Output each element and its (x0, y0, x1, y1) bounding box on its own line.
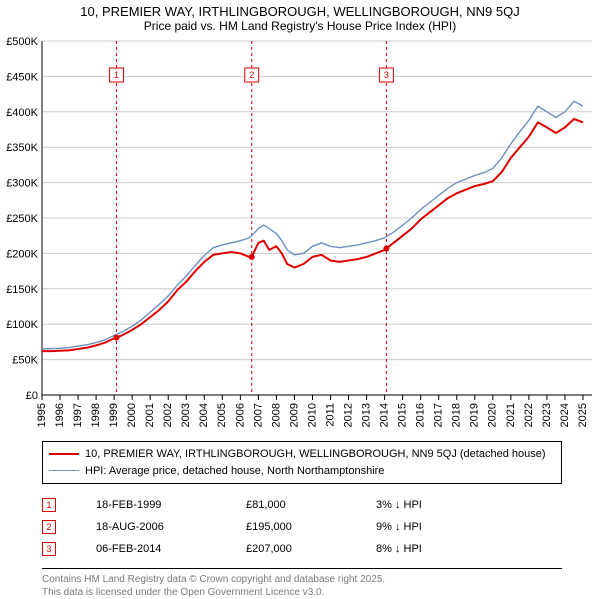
svg-text:£400K: £400K (6, 107, 38, 119)
footer-line1: Contains HM Land Registry data © Crown c… (42, 573, 562, 586)
transaction-row: 2 18-AUG-2006 £195,000 9% ↓ HPI (42, 516, 562, 538)
svg-text:2018: 2018 (451, 403, 463, 427)
svg-text:2002: 2002 (162, 403, 174, 427)
svg-text:2007: 2007 (252, 403, 264, 427)
svg-text:2017: 2017 (433, 403, 445, 427)
legend-swatch (49, 470, 79, 471)
svg-text:2020: 2020 (487, 403, 499, 427)
svg-text:£300K: £300K (6, 178, 38, 190)
transaction-date: 18-FEB-1999 (96, 499, 206, 511)
footer-line2: This data is licensed under the Open Gov… (42, 586, 562, 599)
transaction-row: 3 06-FEB-2014 £207,000 8% ↓ HPI (42, 538, 562, 560)
svg-text:3: 3 (384, 70, 389, 80)
svg-text:2021: 2021 (505, 403, 517, 427)
svg-text:2009: 2009 (288, 403, 300, 427)
svg-text:2025: 2025 (577, 403, 589, 427)
svg-text:2008: 2008 (270, 403, 282, 427)
legend-swatch (49, 453, 79, 455)
transaction-delta: 9% ↓ HPI (376, 521, 422, 533)
transaction-delta: 8% ↓ HPI (376, 543, 422, 555)
svg-text:2022: 2022 (523, 403, 535, 427)
transaction-price: £207,000 (246, 543, 336, 555)
transaction-marker: 2 (42, 520, 56, 534)
transaction-date: 18-AUG-2006 (96, 521, 206, 533)
svg-text:2001: 2001 (144, 403, 156, 427)
svg-text:£350K: £350K (6, 142, 38, 154)
svg-text:2010: 2010 (306, 403, 318, 427)
svg-text:£200K: £200K (6, 248, 38, 260)
svg-text:1999: 1999 (108, 403, 120, 427)
svg-text:2003: 2003 (180, 403, 192, 427)
svg-text:£450K: £450K (6, 71, 38, 83)
svg-text:£50K: £50K (12, 355, 38, 367)
svg-text:£150K: £150K (6, 284, 38, 296)
svg-text:£0: £0 (26, 390, 38, 402)
transaction-row: 1 18-FEB-1999 £81,000 3% ↓ HPI (42, 494, 562, 516)
chart-svg: £0 £50K £100K £150K £200K £250K £300K £350K £400… (0, 35, 600, 435)
svg-text:2004: 2004 (198, 403, 210, 427)
svg-text:2013: 2013 (360, 403, 372, 427)
svg-text:2019: 2019 (469, 403, 481, 427)
svg-text:2024: 2024 (559, 403, 571, 427)
svg-text:1998: 1998 (90, 403, 102, 427)
plot-area: £0 £50K £100K £150K £200K £250K £300K £350K £400… (0, 35, 600, 435)
legend-label: 10, PREMIER WAY, IRTHLINGBOROUGH, WELLIN… (85, 446, 546, 463)
legend-row: HPI: Average price, detached house, Nort… (49, 463, 555, 480)
svg-text:2000: 2000 (126, 403, 138, 427)
transaction-delta: 3% ↓ HPI (376, 499, 422, 511)
svg-text:1995: 1995 (36, 403, 48, 427)
transaction-marker: 3 (42, 542, 56, 556)
svg-text:2005: 2005 (216, 403, 228, 427)
svg-text:2: 2 (249, 70, 254, 80)
transactions-table: 1 18-FEB-1999 £81,000 3% ↓ HPI 2 18-AUG-2006 £… (42, 494, 562, 560)
svg-text:2006: 2006 (234, 403, 246, 427)
legend-row: 10, PREMIER WAY, IRTHLINGBOROUGH, WELLIN… (49, 446, 555, 463)
svg-text:£500K: £500K (6, 36, 38, 48)
svg-text:2014: 2014 (379, 403, 391, 427)
legend-box: 10, PREMIER WAY, IRTHLINGBOROUGH, WELLIN… (42, 441, 562, 484)
svg-text:2015: 2015 (397, 403, 409, 427)
footer: Contains HM Land Registry data © Crown c… (42, 568, 562, 599)
chart-title: 10, PREMIER WAY, IRTHLINGBOROUGH, WELLIN… (0, 0, 600, 19)
svg-text:1997: 1997 (72, 403, 84, 427)
svg-text:2023: 2023 (541, 403, 553, 427)
svg-text:1996: 1996 (54, 403, 66, 427)
chart-subtitle: Price paid vs. HM Land Registry's House … (0, 19, 600, 35)
transaction-price: £195,000 (246, 521, 336, 533)
svg-text:£250K: £250K (6, 213, 38, 225)
svg-text:2012: 2012 (342, 403, 354, 427)
svg-text:£100K: £100K (6, 319, 38, 331)
svg-text:1: 1 (114, 70, 119, 80)
svg-text:2016: 2016 (415, 403, 427, 427)
legend-label: HPI: Average price, detached house, Nort… (85, 463, 384, 480)
transaction-price: £81,000 (246, 499, 336, 511)
transaction-marker: 1 (42, 498, 56, 512)
transaction-date: 06-FEB-2014 (96, 543, 206, 555)
svg-text:2011: 2011 (324, 403, 336, 427)
chart-container: 10, PREMIER WAY, IRTHLINGBOROUGH, WELLIN… (0, 0, 600, 599)
